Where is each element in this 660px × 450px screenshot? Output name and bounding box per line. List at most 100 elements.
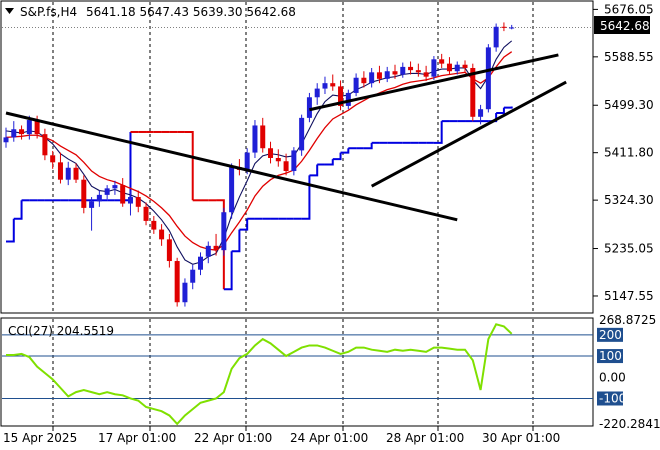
time-tick-label-4: 28 Apr 01:00 — [386, 431, 464, 445]
candle-body-12 — [96, 194, 102, 202]
candle-body-18 — [143, 206, 149, 221]
candle-body-26 — [205, 245, 211, 257]
stop-segment-1 — [13, 200, 23, 220]
stop-segment-55 — [433, 121, 443, 144]
price-tick-label-4: 5324.30 — [604, 193, 654, 207]
candle-body-59 — [462, 64, 468, 68]
cci-series-line — [6, 323, 513, 426]
candle-body-49 — [384, 71, 390, 79]
trend-line-2 — [370, 80, 567, 188]
candle-body-27 — [213, 245, 219, 251]
cci-line — [6, 323, 513, 426]
time-tick-label-5: 30 Apr 01:00 — [482, 431, 560, 445]
candle-body-58 — [454, 64, 460, 72]
time-tick-label-3: 24 Apr 01:00 — [290, 431, 368, 445]
stop-segment-41 — [324, 159, 334, 166]
candle-body-1 — [11, 129, 17, 138]
candle-body-20 — [159, 229, 165, 240]
price-tick-label-5: 5235.05 — [604, 242, 654, 256]
candle-body-56 — [439, 59, 445, 64]
candle-body-38 — [299, 117, 305, 151]
chart-symbol: S&P.fs,H4 — [20, 5, 77, 19]
stop-segment-38 — [301, 175, 311, 220]
candle-body-0 — [3, 137, 9, 143]
candle-body-15 — [120, 185, 126, 204]
trend-line-1 — [309, 53, 559, 112]
candle-body-64 — [501, 26, 507, 28]
candle-body-52 — [408, 66, 414, 71]
chart-ohlc: 5641.18 5647.43 5639.30 5642.68 — [86, 5, 296, 19]
stop-segment-43 — [340, 148, 350, 154]
stop-segment-39 — [309, 164, 319, 177]
stop-segment-28 — [223, 251, 233, 291]
current-price-box — [594, 16, 650, 34]
candle-body-44 — [345, 92, 351, 106]
cci-tick-box-2 — [597, 349, 623, 364]
candle-body-61 — [478, 109, 484, 117]
candle-body-40 — [314, 88, 320, 98]
candle-body-45 — [353, 77, 359, 93]
candle-body-22 — [174, 261, 180, 303]
time-tick-label-0: 15 Apr 2025 — [3, 431, 77, 445]
current-price-label: 5642.68 — [600, 19, 650, 33]
candle-body-21 — [166, 239, 172, 262]
stop-segment-42 — [332, 152, 342, 161]
price-tick-label-2: 5499.30 — [604, 98, 654, 112]
cci-tick-label-5: -220.2841 — [599, 417, 660, 431]
collapse-triangle-icon[interactable] — [5, 8, 14, 14]
candle-body-48 — [376, 72, 382, 79]
candle-body-42 — [330, 83, 336, 87]
candle-body-17 — [135, 197, 141, 207]
candle-body-55 — [431, 59, 437, 77]
candle-body-46 — [361, 77, 367, 84]
candle-body-28 — [221, 212, 227, 251]
candle-body-43 — [338, 86, 344, 106]
price-tick-label-6: 5147.55 — [604, 289, 654, 303]
candle-body-10 — [81, 179, 87, 208]
candle-body-34 — [268, 148, 274, 158]
candle-body-47 — [369, 72, 375, 84]
candle-body-29 — [229, 167, 235, 213]
candle-body-54 — [423, 72, 429, 77]
candle-body-39 — [306, 97, 312, 118]
candle-body-32 — [252, 125, 258, 153]
candle-body-24 — [190, 269, 196, 283]
candle-body-41 — [322, 83, 328, 89]
cci-tick-label-1: 200 — [599, 328, 622, 342]
candle-body-11 — [89, 201, 95, 208]
cci-plot-frame — [0, 317, 594, 427]
stop-segment-64 — [503, 106, 513, 109]
cci-level-lines — [2, 334, 593, 399]
candle-body-65 — [509, 27, 515, 29]
trend-lines — [5, 53, 567, 222]
stop-segment-27 — [216, 199, 225, 290]
candle-body-33 — [260, 125, 266, 149]
cci-tick-label-2: 100 — [599, 349, 622, 363]
candle-body-53 — [415, 70, 421, 73]
cci-tick-box-1 — [597, 327, 623, 342]
candle-body-16 — [127, 197, 133, 204]
stop-segment-23 — [184, 130, 194, 201]
main-plot-frame — [0, 0, 594, 314]
cci-tick-label-3: 0.00 — [599, 370, 626, 384]
candle-body-50 — [392, 71, 398, 75]
candle-body-36 — [283, 161, 289, 172]
candle-body-2 — [19, 129, 25, 135]
price-axis: 5676.05 5588.55 5499.30 5411.80 5324.30 5235.… — [593, 2, 654, 303]
stop-segment-29 — [231, 229, 241, 253]
candle-body-9 — [73, 167, 79, 180]
price-tick-label-0: 5676.05 — [604, 2, 654, 16]
stop-segment-46 — [363, 142, 373, 150]
cci-tick-label-0: 268.8725 — [599, 313, 656, 327]
candle-body-5 — [42, 134, 48, 156]
candles — [3, 22, 515, 307]
candle-body-31 — [244, 152, 250, 170]
candle-body-3 — [26, 120, 32, 135]
cci-label: CCI(27) 204.5519 — [8, 324, 114, 338]
candle-body-57 — [446, 63, 452, 72]
candle-body-4 — [34, 120, 40, 135]
candle-body-62 — [485, 47, 491, 110]
candle-body-25 — [198, 256, 203, 270]
